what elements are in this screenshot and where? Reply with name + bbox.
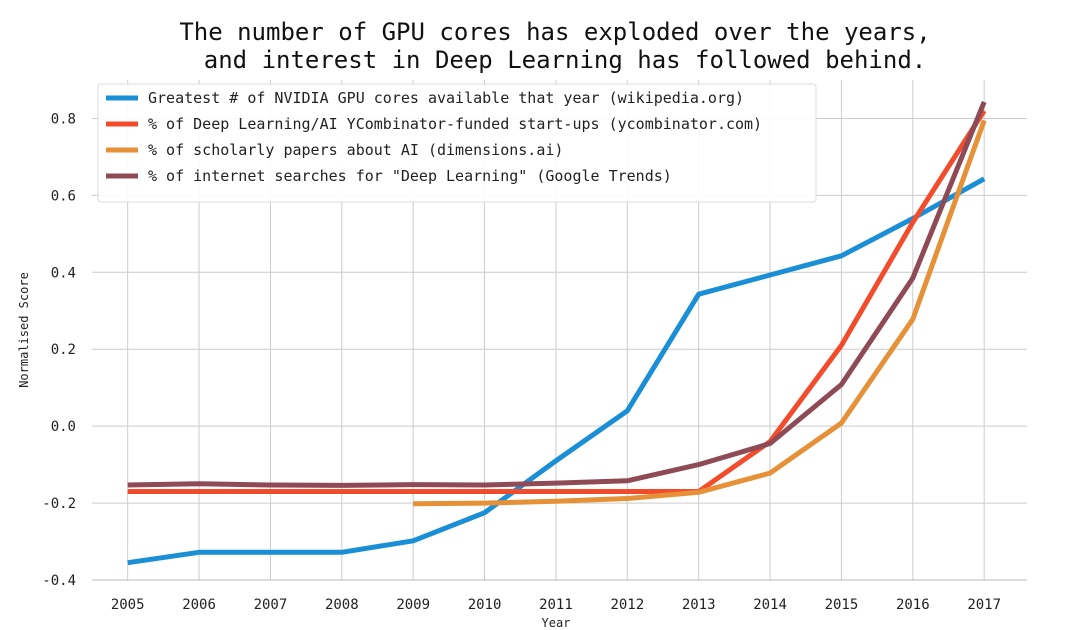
legend-entry: % of Deep Learning/AI YCombinator-funded… [148,115,762,133]
legend-box [97,83,817,203]
legend-entry: % of scholarly papers about AI (dimensio… [148,141,563,159]
x-tick-label: 2007 [254,597,288,613]
series-line-3 [413,119,987,507]
chart-title-line-2: and interest in Deep Learning has follow… [204,46,926,74]
legend-entry: % of internet searches for "Deep Learnin… [148,167,672,185]
x-tick-label: 2006 [182,597,216,613]
series-line-1 [127,176,986,566]
x-tick-label: 2012 [610,597,644,613]
y-tick-label: -0.2 [42,496,76,512]
series-lines [127,100,987,566]
y-tick-label: -0.4 [42,573,76,589]
x-tick-label: 2010 [468,597,502,613]
x-tick-labels: 2005 2006 2007 2008 2009 2010 2011 2012 2013 2014… [111,597,1001,613]
series-line-2 [127,109,987,494]
x-tick-label: 2008 [325,597,359,613]
x-tick-label: 2015 [825,597,859,613]
y-tick-label: 0.8 [51,111,76,127]
legend-entry: Greatest # of NVIDIA GPU cores available… [148,89,744,107]
y-axis-label: Normalised Score [17,272,31,388]
legend: Greatest # of NVIDIA GPU cores available… [97,83,817,203]
x-tick-label: 2005 [111,597,145,613]
y-tick-label: 0.2 [51,342,76,358]
x-tick-label: 2017 [967,597,1001,613]
x-tick-label: 2014 [753,597,787,613]
chart-title: The number of GPU cores has exploded ove… [179,18,930,74]
y-tick-label: 0.6 [51,188,76,204]
x-axis-label: Year [542,616,571,630]
x-tick-label: 2011 [539,597,573,613]
y-tick-label: 0.0 [51,419,76,435]
y-tick-labels: -0.4 -0.2 0.0 0.2 0.4 0.6 0.8 [42,111,76,589]
chart-title-line-1: The number of GPU cores has exploded ove… [179,18,930,46]
series-line-4 [127,100,987,488]
x-tick-label: 2016 [896,597,930,613]
y-tick-label: 0.4 [51,265,76,281]
x-tick-label: 2009 [396,597,430,613]
x-tick-label: 2013 [682,597,716,613]
